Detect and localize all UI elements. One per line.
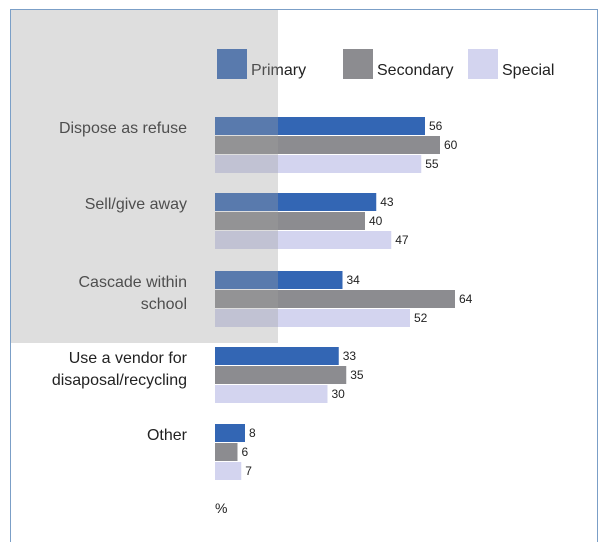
category-label: Use a vendor for: [69, 350, 188, 367]
bar-primary: [215, 193, 377, 211]
data-label: 47: [395, 233, 409, 247]
data-label: 34: [347, 273, 361, 287]
bar-special: [215, 155, 422, 173]
data-label: 8: [249, 426, 256, 440]
bar-secondary: [215, 136, 440, 154]
data-label: 43: [380, 195, 394, 209]
chart-frame: [10, 9, 598, 542]
legend-swatch-secondary: [343, 49, 373, 79]
legend-label-primary: Primary: [251, 62, 306, 79]
unit-label: %: [215, 500, 227, 516]
category-label: Dispose as refuse: [59, 120, 187, 137]
legend-label-special: Special: [502, 62, 554, 79]
legend-swatch-special: [468, 49, 498, 79]
bar-primary: [215, 271, 343, 289]
legend-swatch-primary: [217, 49, 247, 79]
legend-label-secondary: Secondary: [377, 62, 454, 79]
bar-special: [215, 309, 410, 327]
bar-secondary: [215, 290, 455, 308]
data-label: 35: [350, 368, 364, 382]
bar-special: [215, 462, 242, 480]
bar-special: [215, 385, 328, 403]
data-label: 33: [343, 349, 357, 363]
data-label: 40: [369, 214, 383, 228]
category-label: disaposal/recycling: [52, 372, 187, 389]
data-label: 52: [414, 311, 428, 325]
category-label: school: [141, 296, 187, 313]
bar-secondary: [215, 366, 347, 384]
data-label: 60: [444, 138, 458, 152]
bar-secondary: [215, 212, 365, 230]
bar-primary: [215, 347, 339, 365]
category-label: Other: [147, 427, 188, 444]
bar-secondary: [215, 443, 238, 461]
bar-primary: [215, 424, 245, 442]
bar-special: [215, 231, 392, 249]
bar-primary: [215, 117, 425, 135]
data-label: 64: [459, 292, 473, 306]
data-label: 56: [429, 119, 443, 133]
category-label: Cascade within: [79, 274, 188, 291]
data-label: 6: [242, 445, 249, 459]
data-label: 7: [245, 464, 252, 478]
data-label: 30: [332, 387, 346, 401]
data-label: 55: [425, 157, 439, 171]
category-label: Sell/give away: [85, 196, 187, 213]
